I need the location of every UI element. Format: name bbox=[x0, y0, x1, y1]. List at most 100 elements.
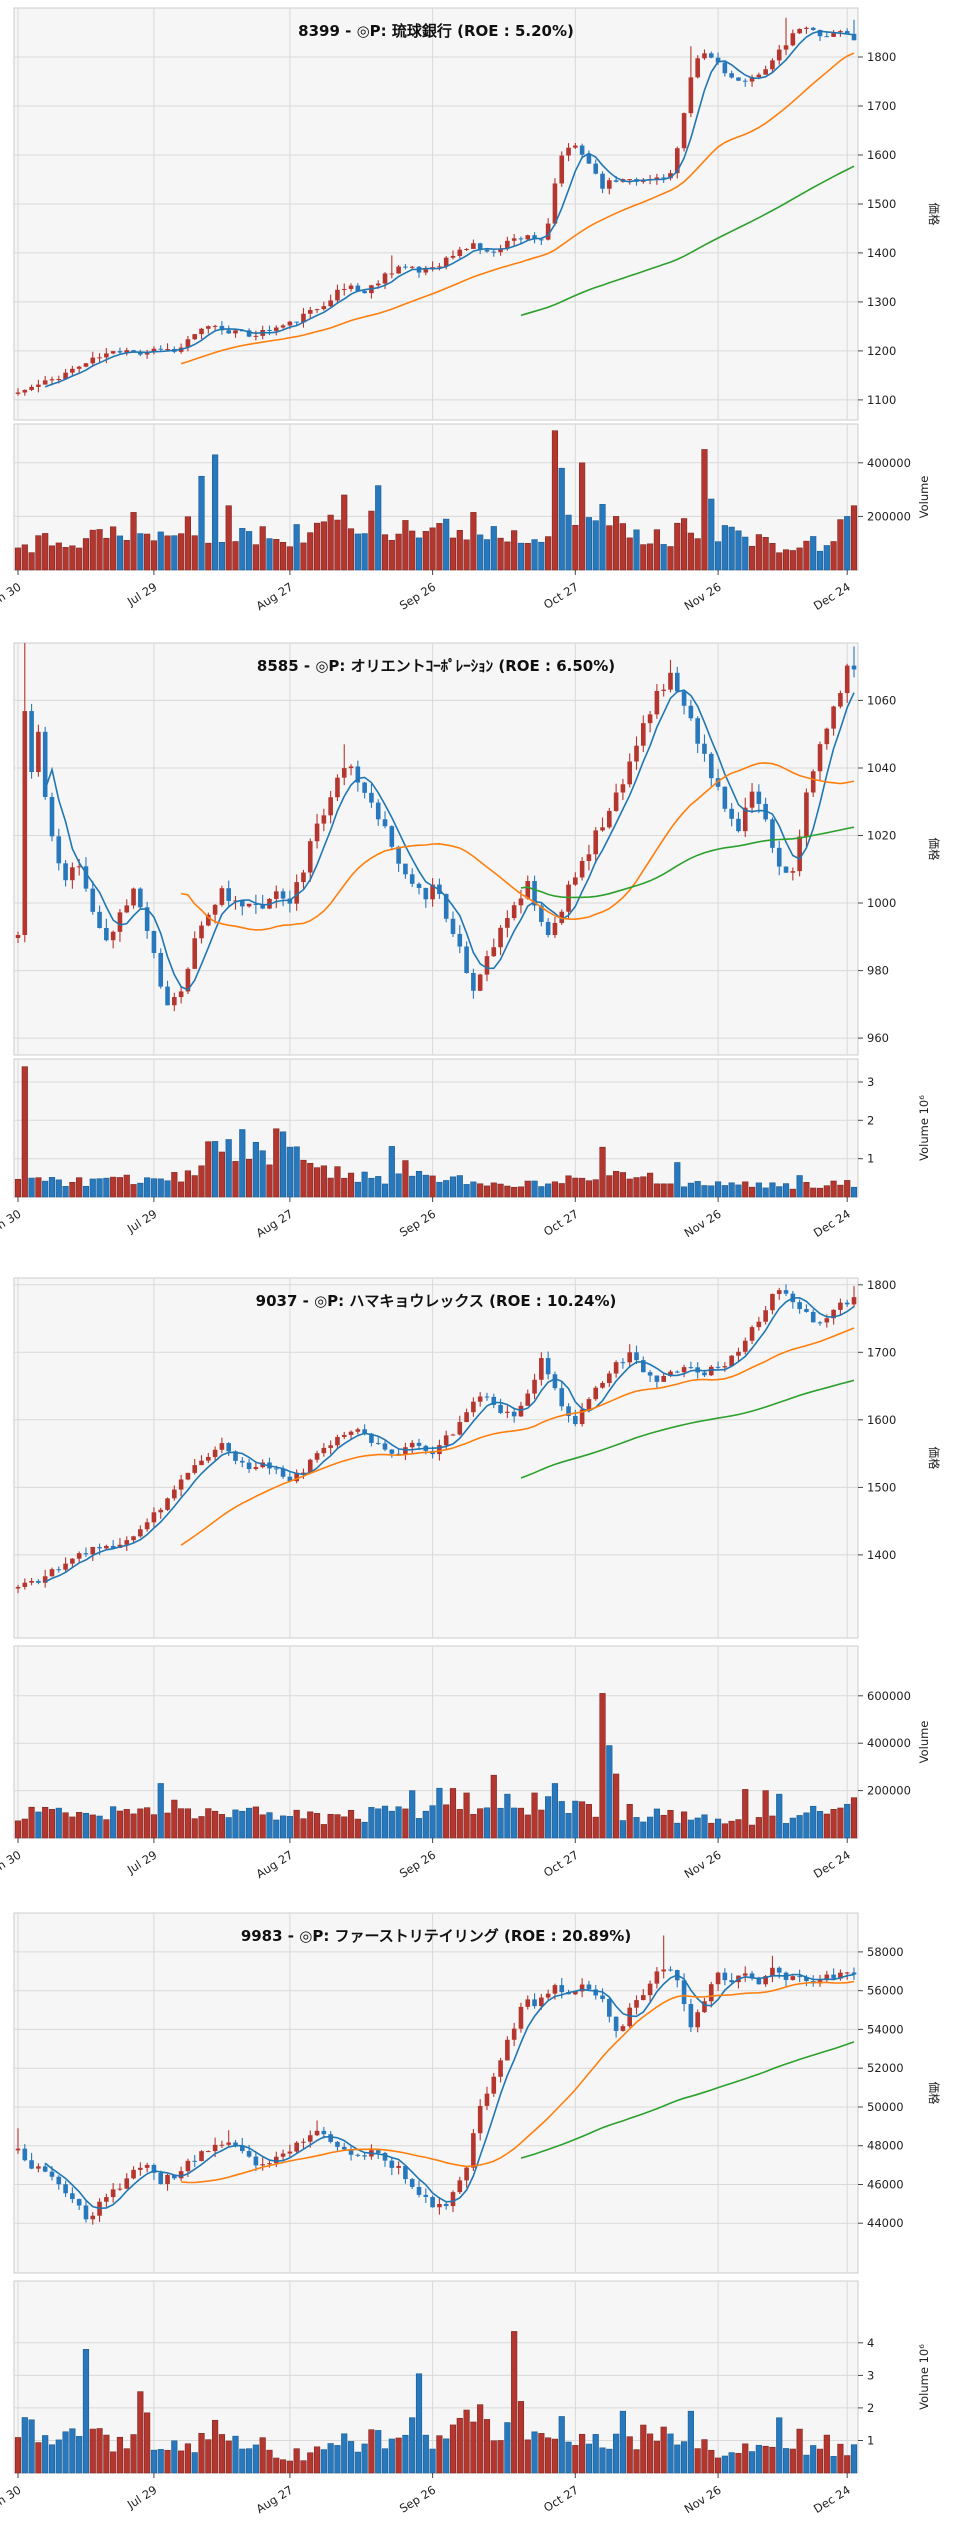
candle-body bbox=[613, 1362, 619, 1374]
volume-bar bbox=[232, 1161, 239, 1198]
candle-body bbox=[151, 1512, 157, 1523]
volume-bar bbox=[844, 516, 851, 571]
volume-bar bbox=[361, 2443, 368, 2474]
candle-body bbox=[477, 2105, 483, 2134]
candle-body bbox=[715, 1366, 721, 1368]
volume-bar bbox=[429, 2448, 436, 2474]
candle-body bbox=[158, 348, 164, 350]
candle-body bbox=[600, 1995, 605, 2000]
candle-body bbox=[389, 826, 395, 847]
volume-bar bbox=[477, 534, 484, 571]
candle-body bbox=[172, 997, 177, 1006]
candle-body bbox=[321, 306, 327, 310]
volume-bar bbox=[409, 1790, 416, 1839]
candle-body bbox=[409, 266, 415, 268]
volume-bar bbox=[266, 538, 273, 571]
volume-bar bbox=[191, 535, 198, 571]
volume-bar bbox=[633, 1817, 640, 1839]
volume-bar bbox=[402, 1160, 409, 1198]
candle-body bbox=[307, 310, 313, 314]
volume-tick-label: 400000 bbox=[867, 456, 911, 470]
volume-bar bbox=[748, 1186, 756, 1198]
volume-bar bbox=[164, 2449, 171, 2474]
candle-body bbox=[178, 991, 184, 998]
candle-body bbox=[620, 2026, 626, 2031]
volume-bar bbox=[490, 1774, 497, 1839]
price-axis-title: 価格 bbox=[927, 2082, 941, 2106]
candle-body bbox=[131, 1536, 136, 1541]
candle-body bbox=[511, 1411, 517, 1417]
candle-body bbox=[511, 2028, 517, 2040]
candle-body bbox=[15, 2148, 21, 2151]
price-tick-label: 1400 bbox=[867, 1548, 896, 1562]
candle-body bbox=[797, 836, 802, 872]
volume-bar bbox=[606, 525, 613, 571]
candle-body bbox=[776, 1967, 782, 1973]
volume-bar bbox=[225, 505, 232, 571]
moving-average-75 bbox=[520, 1379, 855, 1479]
candle-body bbox=[42, 1576, 48, 1583]
candle-body bbox=[559, 155, 565, 184]
volume-bar bbox=[307, 532, 314, 571]
volume-bar bbox=[293, 524, 300, 571]
volume-bar bbox=[150, 1178, 158, 1198]
price-tick-label: 56000 bbox=[867, 1984, 904, 1998]
volume-bar bbox=[130, 1813, 137, 1839]
candle-body bbox=[742, 1340, 748, 1352]
volume-bar bbox=[116, 535, 124, 571]
candle-body bbox=[539, 905, 544, 922]
volume-bar bbox=[810, 1805, 817, 1839]
volume-panel-background bbox=[13, 1645, 859, 1839]
candle-body bbox=[314, 1453, 320, 1460]
volume-bar bbox=[551, 1181, 559, 1198]
price-tick-label: 960 bbox=[867, 1031, 889, 1045]
candle-body bbox=[464, 946, 469, 973]
volume-bar bbox=[789, 2448, 796, 2474]
candle-body bbox=[348, 2149, 354, 2155]
candle-body bbox=[668, 672, 673, 690]
volume-bar bbox=[409, 1175, 416, 1198]
volume-bar bbox=[497, 537, 504, 571]
candle-body bbox=[22, 2148, 28, 2161]
chart-title: 9037 - ◎P: ハマキョウレックス (ROE : 10.24%) bbox=[255, 1292, 617, 1310]
candlestick-volume-plot-8399: 1100 1200 1300 1400 1500 1600 1700 1800 200000 40… bbox=[0, 7, 941, 613]
candle-body bbox=[83, 866, 89, 889]
candle-body bbox=[76, 2199, 82, 2206]
candle-body bbox=[382, 1443, 388, 1450]
price-axis-title: 価格 bbox=[927, 838, 941, 861]
volume-bar bbox=[259, 1150, 266, 1198]
volume-bar bbox=[409, 2417, 416, 2474]
candle-body bbox=[158, 1509, 164, 1513]
volume-bar bbox=[497, 2440, 504, 2474]
candle-body bbox=[763, 69, 768, 75]
candle-body bbox=[76, 366, 82, 369]
volume-bar bbox=[110, 2451, 117, 2474]
volume-bar bbox=[694, 1181, 701, 1198]
candle-body bbox=[471, 243, 476, 249]
candle-body bbox=[545, 1358, 551, 1375]
date-tick-label: Oct 27 bbox=[541, 1207, 581, 1239]
volume-bar bbox=[164, 535, 171, 571]
candle-body bbox=[817, 29, 823, 37]
volume-bar bbox=[599, 1693, 606, 1839]
volume-bar bbox=[708, 1822, 715, 1839]
volume-bar bbox=[653, 1808, 660, 1839]
volume-bar bbox=[517, 542, 525, 571]
candle-body bbox=[620, 1362, 626, 1364]
volume-bar bbox=[816, 1187, 824, 1198]
date-tick-label: Aug 27 bbox=[254, 2483, 296, 2516]
candle-body bbox=[287, 898, 293, 904]
candle-body bbox=[90, 357, 96, 364]
candle-body bbox=[233, 900, 238, 902]
candle-body bbox=[328, 797, 333, 816]
volume-bar bbox=[762, 537, 769, 571]
volume-bar bbox=[436, 1787, 443, 1839]
candle-body bbox=[110, 2189, 116, 2198]
volume-bar bbox=[395, 533, 402, 571]
volume-bar bbox=[14, 2437, 22, 2474]
candle-body bbox=[29, 2160, 34, 2169]
candle-body bbox=[559, 1388, 565, 1407]
candle-body bbox=[165, 1498, 170, 1510]
volume-bar bbox=[96, 529, 103, 571]
volume-bar bbox=[490, 1182, 497, 1198]
